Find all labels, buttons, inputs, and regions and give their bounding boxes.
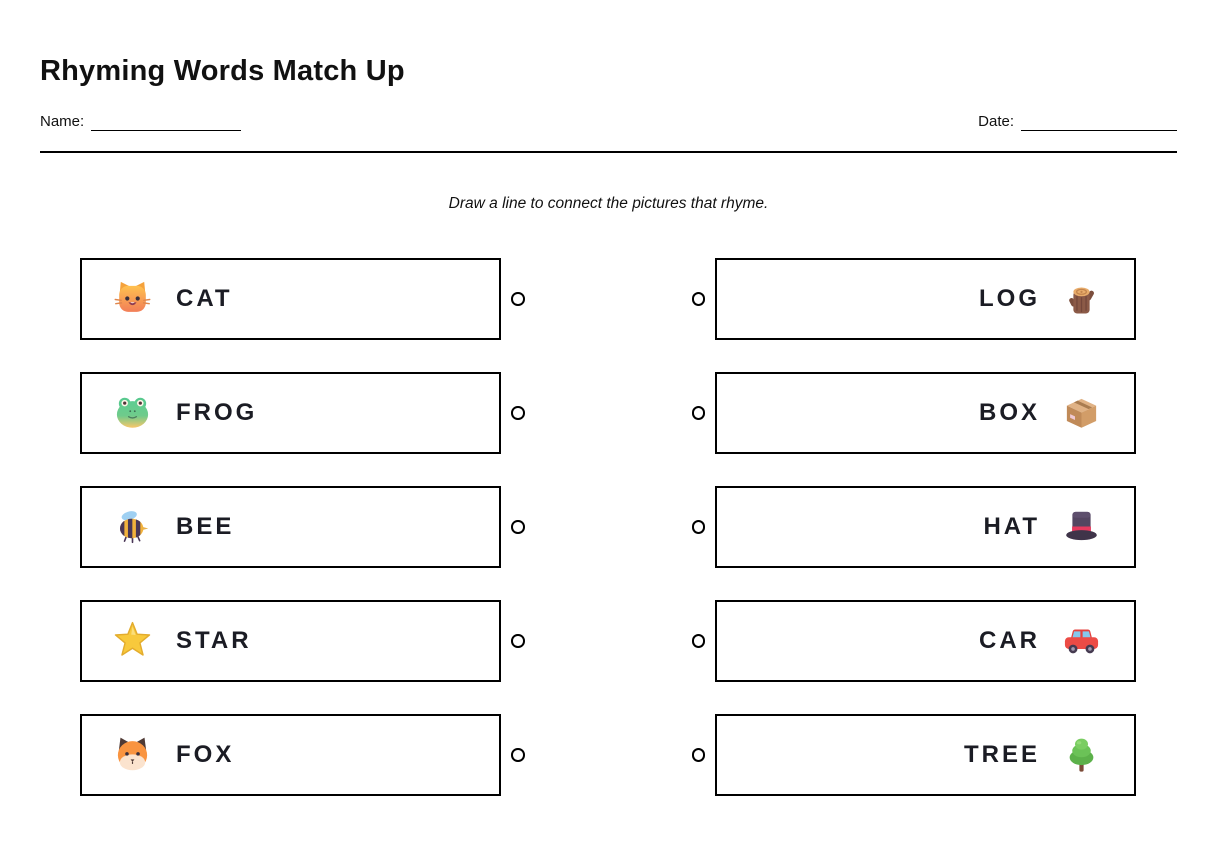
match-row: CAR	[691, 599, 1136, 682]
match-word: BOX	[978, 398, 1040, 426]
connector-dot-star[interactable]	[511, 634, 525, 648]
match-word: BEE	[176, 512, 235, 540]
connector-dot-cat[interactable]	[511, 292, 525, 306]
match-card-frog[interactable]: FROG	[80, 371, 501, 454]
name-write-line	[91, 117, 242, 131]
page-title: Rhyming Words Match Up	[40, 55, 405, 87]
connector-dot-tree[interactable]	[691, 748, 705, 762]
name-field: Name:	[40, 112, 242, 131]
connector-dot-frog[interactable]	[511, 406, 525, 420]
match-word: CAR	[979, 626, 1040, 654]
match-row: HAT	[691, 485, 1136, 568]
connector-dot-bee[interactable]	[511, 520, 525, 534]
name-date-row: Name: Date:	[40, 114, 1177, 131]
date-field: Date:	[978, 114, 1177, 131]
connector-dot-car[interactable]	[691, 634, 705, 648]
frog-icon	[113, 393, 152, 432]
match-row: FROG	[80, 371, 525, 454]
match-card-hat[interactable]: HAT	[715, 485, 1136, 568]
match-word: FROG	[176, 398, 258, 426]
fox-icon	[113, 735, 152, 774]
match-row: CAT	[80, 257, 525, 340]
date-write-line	[1021, 117, 1177, 131]
match-word: HAT	[983, 512, 1040, 540]
header-divider	[40, 150, 1177, 153]
matching-area: CAT FROG BEE STAR FOX	[40, 257, 1177, 796]
box-icon	[1062, 393, 1101, 432]
star-icon	[113, 621, 152, 660]
left-column: CAT FROG BEE STAR FOX	[80, 257, 525, 796]
match-row: TREE	[691, 713, 1136, 796]
match-row: BOX	[691, 371, 1136, 454]
match-row: BEE	[80, 485, 525, 568]
match-row: LOG	[691, 257, 1136, 340]
match-word: TREE	[963, 740, 1040, 768]
match-word: FOX	[176, 740, 235, 768]
match-row: FOX	[80, 713, 525, 796]
match-word: LOG	[979, 284, 1040, 312]
match-card-box[interactable]: BOX	[715, 371, 1136, 454]
log-icon	[1062, 279, 1101, 318]
match-card-tree[interactable]: TREE	[715, 713, 1136, 796]
car-icon	[1062, 621, 1101, 660]
connector-dot-log[interactable]	[691, 292, 705, 306]
match-card-log[interactable]: LOG	[715, 257, 1136, 340]
match-card-bee[interactable]: BEE	[80, 485, 501, 568]
match-card-fox[interactable]: FOX	[80, 713, 501, 796]
match-card-star[interactable]: STAR	[80, 599, 501, 682]
match-card-car[interactable]: CAR	[715, 599, 1136, 682]
instruction-text: Draw a line to connect the pictures that…	[448, 194, 769, 212]
match-row: STAR	[80, 599, 525, 682]
right-column: LOG BOX HAT CAR TREE	[691, 257, 1136, 796]
match-word: STAR	[176, 626, 252, 654]
connector-dot-box[interactable]	[691, 406, 705, 420]
match-card-cat[interactable]: CAT	[80, 257, 501, 340]
name-label: Name:	[40, 112, 85, 130]
date-label: Date:	[978, 112, 1014, 130]
tree-icon	[1062, 735, 1101, 774]
match-word: CAT	[176, 284, 233, 312]
connector-dot-fox[interactable]	[511, 748, 525, 762]
cat-icon	[113, 279, 152, 318]
connector-dot-hat[interactable]	[691, 520, 705, 534]
bee-icon	[113, 507, 152, 546]
hat-icon	[1062, 507, 1101, 546]
